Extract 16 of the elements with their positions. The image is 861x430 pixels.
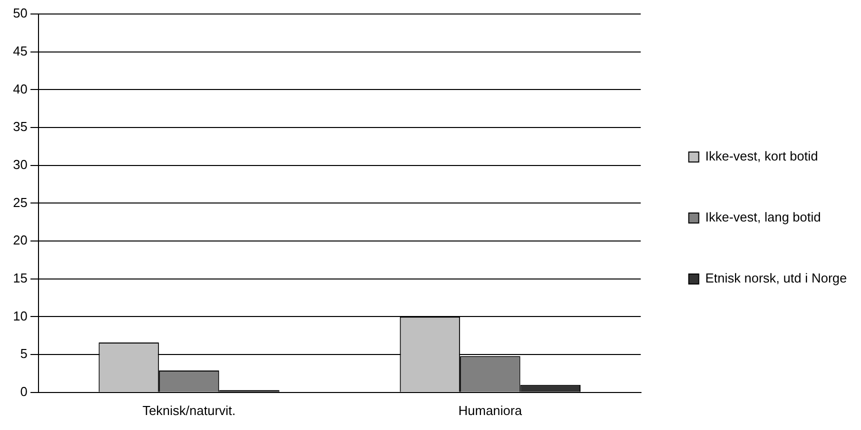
y-tick-label: 10 <box>12 308 28 324</box>
y-tick-label: 25 <box>12 194 28 210</box>
x-tick-label: Teknisk/naturvit. <box>142 402 236 418</box>
x-tick-label: Humaniora <box>458 402 523 418</box>
y-tick-label: 50 <box>12 6 28 21</box>
legend-label: Ikke-vest, lang botid <box>705 210 821 225</box>
y-tick-label: 45 <box>12 43 28 58</box>
y-tick-label: 5 <box>20 346 28 362</box>
y-tick-label: 15 <box>12 270 28 286</box>
y-tick-label: 0 <box>20 384 28 399</box>
y-tick-label: 20 <box>12 232 28 248</box>
y-tick-label: 40 <box>12 81 28 96</box>
legend-label: Ikke-vest, kort botid <box>705 148 818 164</box>
y-tick-label: 35 <box>12 119 28 134</box>
legend-label: Etnisk norsk, utd i Norge <box>705 270 847 286</box>
y-tick-label: 30 <box>12 156 28 172</box>
